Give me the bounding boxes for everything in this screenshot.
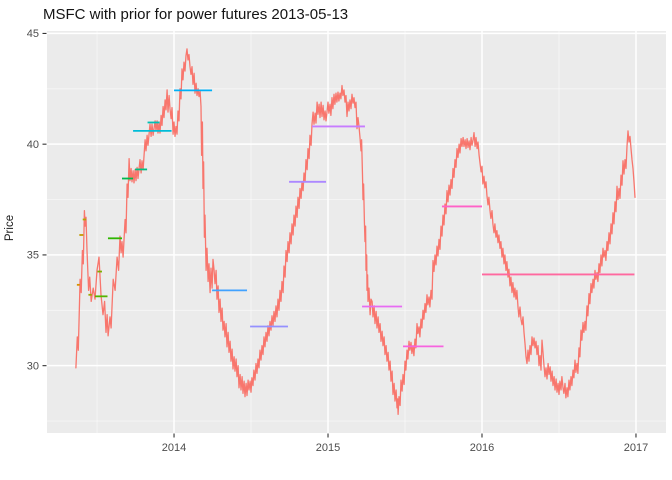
x-tick-label: 2017 [624, 442, 648, 454]
y-tick-label: 35 [27, 250, 39, 262]
y-tick-label: 45 [27, 28, 39, 40]
x-tick-label: 2014 [162, 442, 186, 454]
chart-title: MSFC with prior for power futures 2013-0… [43, 6, 349, 23]
price-line [75, 48, 636, 416]
y-axis-title: Price [4, 214, 16, 242]
y-tick-label: 30 [27, 360, 39, 372]
y-tick-label: 40 [27, 139, 39, 151]
x-tick-label: 2016 [470, 442, 494, 454]
x-tick-label: 2015 [316, 442, 340, 454]
